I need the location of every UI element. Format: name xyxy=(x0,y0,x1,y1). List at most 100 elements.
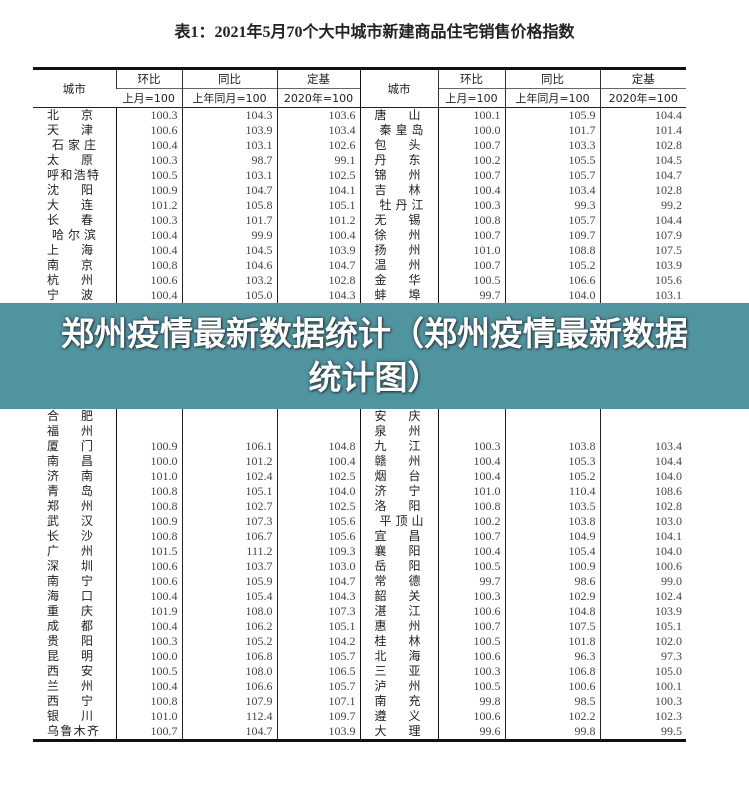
value-tb-right: 106.6 xyxy=(504,273,600,288)
city-name-right: 包头 xyxy=(359,138,438,153)
value-hb-left: 100.8 xyxy=(115,694,182,709)
value-tb-right: 103.3 xyxy=(504,138,600,153)
city-name-right: 温州 xyxy=(359,258,438,273)
city-name-left: 济南 xyxy=(47,469,93,483)
header-dj-base-left: 2020年=100 xyxy=(276,88,360,108)
value-dj-right: 104.5 xyxy=(599,153,686,168)
value-tb-right: 105.4 xyxy=(504,544,600,559)
city-name-left: 厦门 xyxy=(47,439,93,453)
value-hb-right: 100.3 xyxy=(437,589,505,604)
value-tb-right: 102.2 xyxy=(504,709,600,724)
value-dj-right: 104.0 xyxy=(599,544,686,559)
value-hb-left: 101.0 xyxy=(115,709,182,724)
table-row: 重庆 101.9 108.0 107.3 湛江 100.6 104.8 103.9 xyxy=(33,604,686,619)
city-name-left: 成都 xyxy=(47,619,93,633)
value-dj-left: 102.5 xyxy=(276,499,360,514)
value-dj-left: 102.6 xyxy=(276,138,360,153)
value-tb-left: 105.1 xyxy=(181,484,277,499)
value-dj-right xyxy=(599,424,686,439)
overlay-banner: 郑州疫情最新数据统计（郑州疫情最新数据 统计图） xyxy=(0,303,749,409)
value-dj-right: 107.9 xyxy=(599,228,686,243)
city-name-left: 西安 xyxy=(47,664,93,678)
value-dj-right: 104.4 xyxy=(599,213,686,228)
value-dj-left: 104.8 xyxy=(276,439,360,454)
city-name-left: 贵阳 xyxy=(47,634,93,648)
value-dj-right: 97.3 xyxy=(599,649,686,664)
value-hb-right: 100.3 xyxy=(437,198,505,213)
value-tb-left: 104.7 xyxy=(181,724,277,742)
value-hb-right: 100.4 xyxy=(437,454,505,469)
value-tb-left: 106.1 xyxy=(181,439,277,454)
table-row: 沈阳 100.9 104.7 104.1 吉林 100.4 103.4 102.8 xyxy=(33,183,686,198)
value-dj-left: 99.1 xyxy=(276,153,360,168)
value-hb-right: 101.0 xyxy=(437,243,505,258)
city-name-right: 秦皇岛 xyxy=(359,123,438,138)
value-tb-right: 105.7 xyxy=(504,168,600,183)
value-hb-right: 100.6 xyxy=(437,604,505,619)
overlay-headline-line1: 郑州疫情最新数据统计（郑州疫情最新数据 xyxy=(61,314,688,353)
value-hb-left: 100.3 xyxy=(115,634,182,649)
city-name-right: 泉州 xyxy=(359,424,438,439)
value-dj-left: 104.3 xyxy=(276,288,360,303)
city-name-left: 广州 xyxy=(47,544,93,558)
city-name-right: 赣州 xyxy=(359,454,438,469)
table-row: 西安 100.5 108.0 106.5 三亚 100.3 106.8 105.0 xyxy=(33,664,686,679)
overlay-headline: 郑州疫情最新数据统计（郑州疫情最新数据 统计图） xyxy=(0,312,749,400)
header-hb-base-left: 上月=100 xyxy=(116,88,182,108)
value-hb-right: 100.4 xyxy=(437,544,505,559)
value-hb-left: 100.4 xyxy=(115,228,182,243)
value-hb-left: 100.3 xyxy=(115,153,182,168)
value-hb-right: 99.6 xyxy=(437,724,505,742)
value-dj-left: 104.7 xyxy=(276,574,360,589)
city-name-left: 大连 xyxy=(47,198,93,212)
value-hb-right: 100.2 xyxy=(437,514,505,529)
value-dj-left: 104.7 xyxy=(276,258,360,273)
table-row: 合肥 安庆 xyxy=(33,409,686,424)
value-hb-right: 100.5 xyxy=(437,559,505,574)
value-dj-right: 103.9 xyxy=(599,604,686,619)
header-tb-left: 同比 xyxy=(181,67,277,89)
value-tb-left: 99.9 xyxy=(181,228,277,243)
value-tb-right: 104.8 xyxy=(504,604,600,619)
city-name-left: 上海 xyxy=(47,243,93,257)
value-hb-left: 100.9 xyxy=(115,439,182,454)
value-tb-right: 96.3 xyxy=(504,649,600,664)
value-dj-right: 102.3 xyxy=(599,709,686,724)
value-hb-right: 100.3 xyxy=(437,439,505,454)
city-name-left: 兰州 xyxy=(47,679,93,693)
table-row: 乌鲁木齐 100.7 104.7 103.9 大理 99.6 99.8 99.5 xyxy=(33,724,686,742)
value-tb-right xyxy=(504,424,600,439)
value-dj-left: 107.1 xyxy=(276,694,360,709)
city-name-left: 北京 xyxy=(47,108,93,122)
city-name-left: 长沙 xyxy=(47,529,93,543)
value-hb-left: 100.0 xyxy=(115,454,182,469)
city-name-right: 烟台 xyxy=(359,469,438,484)
value-tb-right: 104.9 xyxy=(504,529,600,544)
value-tb-left: 104.5 xyxy=(181,243,277,258)
value-tb-right: 98.6 xyxy=(504,574,600,589)
table-row: 上海 100.4 104.5 103.9 扬州 101.0 108.8 107.5 xyxy=(33,243,686,258)
value-dj-right: 102.8 xyxy=(599,183,686,198)
header-hb-left: 环比 xyxy=(115,67,182,89)
value-dj-right: 104.7 xyxy=(599,168,686,183)
value-tb-right: 103.5 xyxy=(504,499,600,514)
city-name-left: 沈阳 xyxy=(47,183,93,197)
value-tb-right: 103.4 xyxy=(504,183,600,198)
city-name-right: 三亚 xyxy=(359,664,438,679)
value-dj-right xyxy=(599,409,686,424)
header-tb-base-right: 上年同月=100 xyxy=(504,88,600,108)
value-dj-left: 105.6 xyxy=(276,514,360,529)
header-tb-right: 同比 xyxy=(504,67,600,89)
value-tb-right: 109.7 xyxy=(504,228,600,243)
value-dj-right: 101.4 xyxy=(599,123,686,138)
value-dj-right: 102.8 xyxy=(599,138,686,153)
city-name-left: 银川 xyxy=(47,709,93,723)
city-name-left: 昆明 xyxy=(47,649,93,663)
value-dj-left: 104.3 xyxy=(276,589,360,604)
value-hb-right: 100.2 xyxy=(437,153,505,168)
city-name-right: 锦州 xyxy=(359,168,438,183)
city-name-right: 无锡 xyxy=(359,213,438,228)
city-name-left: 福州 xyxy=(47,424,93,438)
value-tb-right xyxy=(504,409,600,424)
value-dj-right: 105.1 xyxy=(599,619,686,634)
